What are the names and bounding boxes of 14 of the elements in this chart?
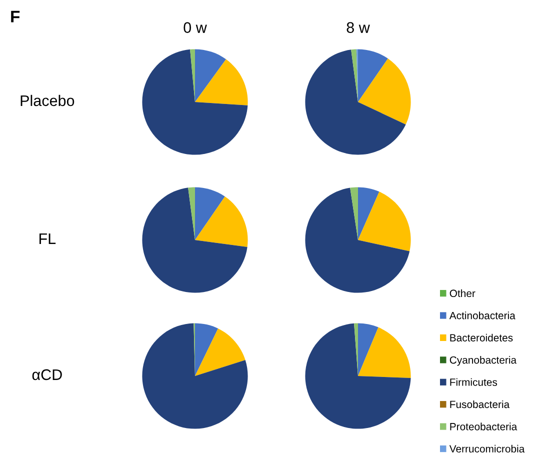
legend-label: Verrucomicrobia <box>449 444 525 453</box>
text: Placebo <box>20 94 74 106</box>
text: αCD <box>32 369 62 380</box>
chart-title: 8 w <box>346 22 370 33</box>
legend-label: Cyanobacteria <box>450 356 517 366</box>
legend-label: Firmicutes <box>450 378 498 386</box>
legend-label: Other <box>450 289 476 298</box>
legend-label: Fusobacteria <box>450 400 510 408</box>
legend-label: Bacteroidetes <box>450 334 513 342</box>
chart-title: 0 w <box>184 22 207 33</box>
text: FL <box>40 233 56 244</box>
text: F <box>11 10 20 22</box>
legend-label: Proteobacteria <box>450 422 518 430</box>
legend-label: Actinobacteria <box>449 312 516 320</box>
